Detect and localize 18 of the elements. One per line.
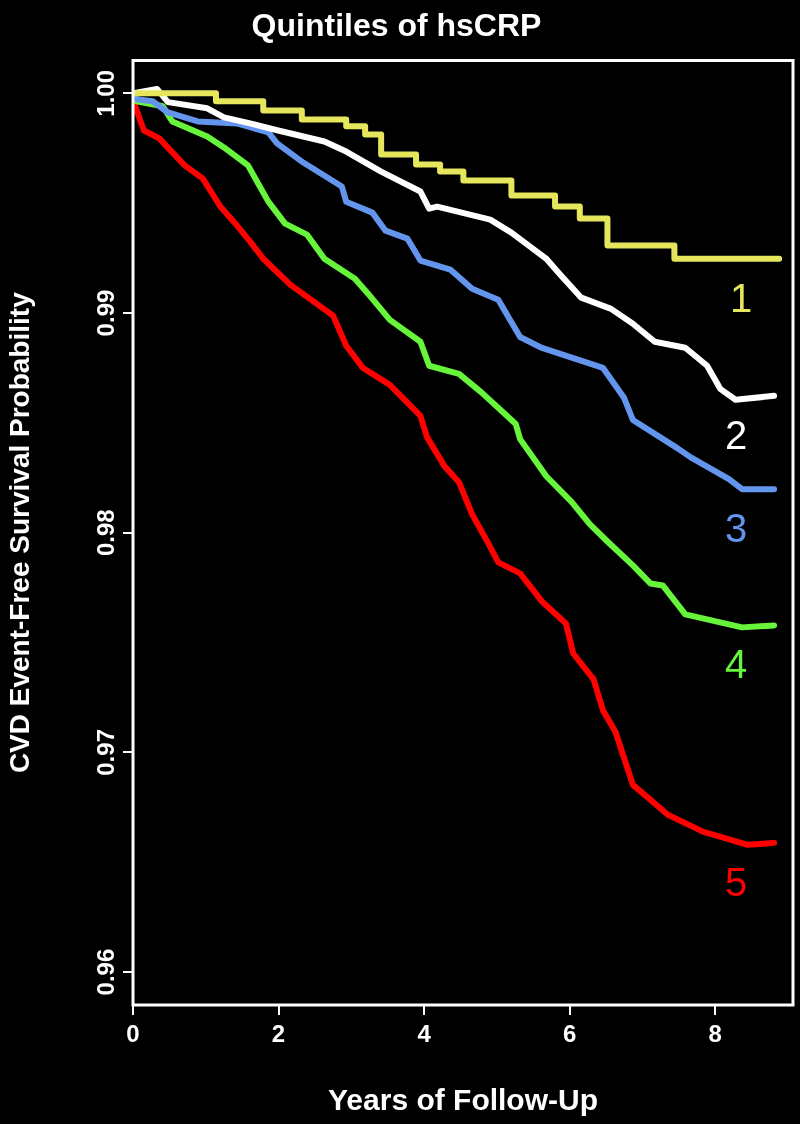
y-tick-label: 0.96 xyxy=(91,948,119,996)
y-tick-label: 0.98 xyxy=(91,509,119,557)
series-label: 3 xyxy=(724,506,748,551)
y-tick-label: 1.00 xyxy=(91,69,119,117)
y-tick-label: 0.97 xyxy=(91,729,119,776)
x-tick-label: 4 xyxy=(417,1020,432,1048)
y-tick-label: 0.99 xyxy=(91,289,119,337)
x-tick-label: 8 xyxy=(708,1020,722,1048)
series-label: 4 xyxy=(724,642,748,687)
x-tick-label: 6 xyxy=(562,1020,577,1048)
y-axis-title: CVD Event-Free Survival Probability xyxy=(3,291,35,774)
x-axis-title: Years of Follow-Up xyxy=(327,1083,599,1117)
x-tick-label: 0 xyxy=(126,1020,140,1048)
series-label: 1 xyxy=(730,275,753,320)
chart-title: Quintiles of hsCRP xyxy=(251,7,542,44)
series-label: 5 xyxy=(724,859,748,904)
x-tick-label: 2 xyxy=(271,1020,286,1048)
series-label: 2 xyxy=(724,412,748,457)
